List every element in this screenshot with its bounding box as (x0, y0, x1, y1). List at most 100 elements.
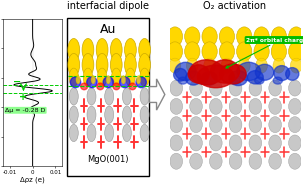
Circle shape (170, 98, 183, 114)
Circle shape (288, 135, 301, 151)
Ellipse shape (211, 60, 240, 83)
Circle shape (229, 80, 242, 96)
Circle shape (185, 42, 200, 61)
Ellipse shape (136, 77, 146, 88)
Ellipse shape (197, 65, 234, 88)
Circle shape (288, 98, 301, 114)
Circle shape (170, 153, 183, 169)
Circle shape (121, 76, 125, 84)
Circle shape (105, 124, 114, 142)
Circle shape (139, 53, 151, 76)
Circle shape (249, 153, 262, 169)
Ellipse shape (87, 77, 97, 88)
Ellipse shape (220, 64, 246, 84)
Ellipse shape (70, 77, 81, 88)
Ellipse shape (178, 77, 188, 84)
Circle shape (237, 42, 252, 61)
Circle shape (209, 135, 222, 151)
Circle shape (271, 42, 287, 61)
Circle shape (273, 58, 285, 73)
Circle shape (96, 53, 108, 76)
Circle shape (87, 106, 96, 123)
Circle shape (170, 80, 183, 96)
Circle shape (254, 42, 269, 61)
Circle shape (190, 80, 202, 96)
Ellipse shape (255, 77, 264, 84)
Circle shape (170, 135, 183, 151)
Circle shape (209, 117, 222, 133)
Circle shape (110, 39, 122, 61)
Circle shape (288, 27, 303, 46)
Circle shape (68, 53, 80, 76)
Text: +: + (19, 92, 28, 102)
Circle shape (125, 53, 136, 76)
Circle shape (170, 117, 183, 133)
Circle shape (110, 53, 122, 76)
Ellipse shape (81, 83, 88, 90)
Circle shape (140, 124, 149, 142)
Circle shape (140, 88, 149, 105)
Circle shape (91, 76, 95, 84)
Circle shape (229, 117, 242, 133)
Circle shape (269, 153, 281, 169)
Circle shape (202, 42, 217, 61)
Circle shape (83, 68, 93, 86)
Circle shape (249, 80, 262, 96)
Circle shape (122, 124, 132, 142)
Circle shape (190, 135, 202, 151)
Circle shape (204, 58, 215, 73)
Circle shape (269, 98, 281, 114)
Circle shape (82, 53, 94, 76)
Circle shape (96, 39, 108, 61)
Circle shape (69, 68, 78, 86)
Circle shape (237, 27, 252, 46)
Ellipse shape (185, 71, 201, 85)
Circle shape (290, 58, 302, 73)
Circle shape (140, 68, 149, 86)
Circle shape (167, 42, 183, 61)
Ellipse shape (248, 71, 263, 84)
Circle shape (125, 39, 136, 61)
Ellipse shape (198, 77, 207, 84)
Circle shape (209, 153, 222, 169)
Circle shape (229, 98, 242, 114)
Circle shape (269, 135, 281, 151)
Circle shape (97, 68, 107, 86)
Text: O₂ activation: O₂ activation (203, 1, 266, 11)
Text: MgO(001): MgO(001) (88, 155, 129, 164)
Circle shape (106, 76, 111, 84)
Ellipse shape (273, 77, 282, 84)
Circle shape (209, 80, 222, 96)
Ellipse shape (188, 65, 209, 83)
Ellipse shape (103, 77, 114, 88)
Circle shape (209, 98, 222, 114)
Ellipse shape (229, 71, 248, 86)
Ellipse shape (201, 72, 217, 85)
Circle shape (229, 135, 242, 151)
Circle shape (190, 98, 202, 114)
FancyArrow shape (149, 79, 165, 110)
Circle shape (288, 42, 303, 61)
X-axis label: Δρz (e): Δρz (e) (20, 176, 45, 183)
Ellipse shape (97, 83, 104, 90)
Circle shape (112, 68, 121, 86)
Text: −: − (13, 76, 21, 86)
Circle shape (288, 80, 301, 96)
Circle shape (140, 106, 149, 123)
Circle shape (219, 42, 235, 61)
Ellipse shape (120, 77, 130, 88)
Circle shape (76, 76, 80, 84)
Circle shape (122, 106, 132, 123)
Ellipse shape (189, 60, 224, 85)
Circle shape (87, 124, 96, 142)
Circle shape (288, 117, 301, 133)
Ellipse shape (237, 62, 261, 81)
Circle shape (249, 117, 262, 133)
Text: Au: Au (100, 23, 117, 36)
Circle shape (105, 106, 114, 123)
Circle shape (82, 39, 94, 61)
Text: Δμ = -0.28 D: Δμ = -0.28 D (5, 108, 46, 113)
Circle shape (256, 58, 268, 73)
Circle shape (68, 39, 80, 61)
Circle shape (69, 124, 78, 142)
